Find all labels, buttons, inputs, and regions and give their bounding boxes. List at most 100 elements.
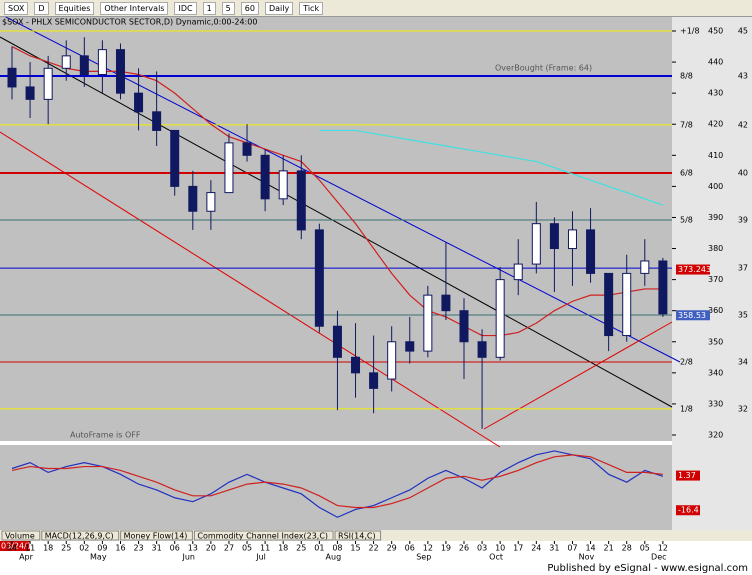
y-tick-label: 410 (708, 151, 723, 160)
candle-body (495, 279, 505, 358)
candle-body (43, 67, 53, 100)
date-axis (0, 541, 752, 561)
candle-body (260, 154, 270, 200)
candle-body (531, 223, 541, 265)
tab-border (193, 530, 334, 541)
murrey-right-label: 34 (738, 357, 748, 366)
candle-body (242, 142, 252, 156)
x-tick-label: 31 (152, 544, 162, 553)
candle-body (115, 49, 125, 94)
macd-panel (0, 445, 672, 530)
indicator-line (11, 450, 664, 518)
x-tick-label: 18 (278, 544, 288, 553)
indicator-tab[interactable]: RSI(14,C) (338, 532, 376, 541)
y-tick-label: 320 (708, 431, 723, 440)
candle-body (188, 185, 198, 212)
murrey-right-label: 37 (738, 264, 748, 273)
toolbar-item[interactable]: Tick (299, 1, 324, 15)
toolbar-item[interactable]: Equities (54, 1, 95, 15)
month-label: Jun (181, 553, 195, 562)
x-tick-label: 11 (260, 544, 270, 553)
toolbar-item[interactable]: 60 (240, 1, 259, 15)
x-tick-label: 28 (622, 544, 632, 553)
start-date-box (0, 541, 30, 551)
candle-body (152, 111, 162, 131)
toolbar-item[interactable]: Other Intervals (100, 1, 169, 15)
footer: Published by eSignal - www.esignal.com (547, 563, 748, 574)
x-tick-label: 29 (387, 544, 397, 553)
indicator-tab[interactable]: Money Flow(14) (124, 532, 188, 541)
interval-box[interactable]: D (34, 1, 49, 15)
candle-body (604, 272, 614, 337)
y-tick-label: 330 (708, 399, 723, 408)
symbol-box[interactable]: SOX (4, 1, 29, 15)
x-tick-label: 05 (242, 544, 252, 553)
x-tick-label: 05 (640, 544, 650, 553)
x-tick-label: 24 (531, 544, 541, 553)
x-tick-label: 09 (97, 544, 107, 553)
start-date: 03/24/11 (1, 542, 37, 551)
month-label: Apr (19, 553, 34, 562)
month-label: Sep (416, 553, 431, 562)
murrey-label: 6/8 (680, 169, 693, 178)
toolbar-item[interactable]: 1 (202, 1, 216, 15)
candle-body (351, 356, 361, 374)
murrey-right-label: 42 (738, 120, 748, 129)
x-tick-label: 22 (369, 544, 379, 553)
x-tick-label: 14 (585, 544, 595, 553)
y-tick-label: 370 (708, 275, 723, 284)
toolbar-item[interactable]: Daily (264, 1, 294, 15)
x-tick-label: 08 (332, 544, 342, 553)
x-tick-label: 26 (459, 544, 469, 553)
price-panel (0, 17, 672, 441)
candle-body (224, 142, 234, 194)
x-tick-label: 19 (441, 544, 451, 553)
y-tick-label: 350 (708, 337, 723, 346)
tab-bar (0, 530, 752, 541)
chart-title: $SOX - PHLX SEMICONDUCTOR SECTOR,D) Dyna… (2, 18, 257, 27)
candle-body (25, 86, 35, 100)
y-tick-label: 400 (708, 182, 723, 191)
candle-body (549, 223, 559, 250)
x-tick-label: 15 (350, 544, 360, 553)
x-tick-label: 03 (477, 544, 487, 553)
annotation: AutoFrame is OFF (70, 431, 141, 440)
indicator-tab[interactable]: Commodity Channel Index(23,C) (197, 532, 328, 541)
indicator-tab[interactable]: Volume (5, 532, 35, 541)
murrey-right-label: 43 (738, 72, 748, 81)
x-tick-label: 10 (495, 544, 505, 553)
x-tick-label: 17 (513, 544, 523, 553)
candle-body (369, 372, 379, 389)
tab-border (41, 530, 120, 541)
month-label: Nov (579, 553, 595, 562)
x-tick-label: 07 (567, 544, 577, 553)
toolbar-item[interactable]: 5 (221, 1, 235, 15)
last-value-box (676, 310, 710, 321)
month-label: Aug (326, 553, 342, 562)
candle-body (387, 341, 397, 380)
y-tick-label: 340 (708, 368, 723, 377)
x-tick-label: 01 (314, 544, 324, 553)
candle-body (314, 229, 324, 327)
last-value-label: 1.37 (678, 471, 696, 480)
y-tick-label: 420 (708, 120, 723, 129)
y-tick-label: 360 (708, 306, 723, 315)
murrey-label: 1/8 (680, 404, 693, 413)
candle-body (513, 263, 523, 281)
last-value-label: 358.53 (678, 311, 706, 320)
candle-body (477, 341, 487, 358)
x-tick-label: 04 (7, 544, 17, 553)
x-tick-label: 18 (43, 544, 53, 553)
candle-body (441, 294, 451, 312)
candle-body (206, 192, 216, 212)
trendline (0, 36, 673, 408)
trendline (483, 321, 673, 430)
month-label: Jul (255, 553, 266, 562)
x-tick-label: 20 (206, 544, 216, 553)
toolbar-item[interactable]: IDC (174, 1, 197, 15)
y-tick-label: 450 (708, 27, 723, 36)
indicator-tab[interactable]: MACD(12,26,9,C) (45, 532, 114, 541)
y-tick-label: 430 (708, 89, 723, 98)
y-tick-label: 440 (708, 58, 723, 67)
